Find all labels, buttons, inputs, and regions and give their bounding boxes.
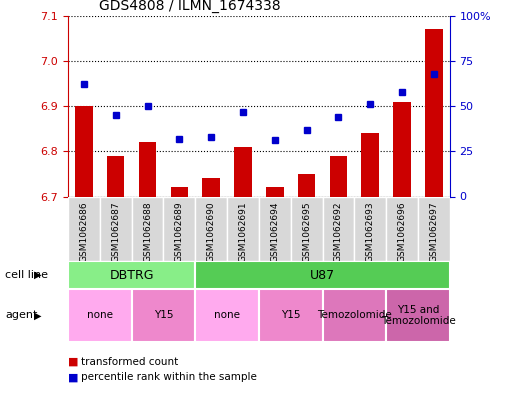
Bar bbox=[132, 196, 163, 261]
Text: GDS4808 / ILMN_1674338: GDS4808 / ILMN_1674338 bbox=[98, 0, 280, 13]
Bar bbox=[266, 187, 283, 196]
Text: Temozolomide: Temozolomide bbox=[317, 310, 392, 320]
Text: GSM1062695: GSM1062695 bbox=[302, 202, 311, 262]
Bar bbox=[195, 261, 450, 289]
Text: agent: agent bbox=[5, 310, 38, 320]
Text: GSM1062696: GSM1062696 bbox=[397, 202, 406, 262]
Text: DBTRG: DBTRG bbox=[109, 268, 154, 282]
Text: U87: U87 bbox=[310, 268, 335, 282]
Bar bbox=[323, 196, 355, 261]
Bar bbox=[329, 156, 347, 196]
Text: GSM1062694: GSM1062694 bbox=[270, 202, 279, 262]
Bar bbox=[68, 289, 132, 342]
Text: GSM1062687: GSM1062687 bbox=[111, 202, 120, 262]
Text: ■: ■ bbox=[68, 356, 78, 367]
Bar bbox=[259, 289, 323, 342]
Text: GSM1062697: GSM1062697 bbox=[429, 202, 438, 262]
Text: transformed count: transformed count bbox=[81, 356, 178, 367]
Bar bbox=[132, 289, 195, 342]
Bar bbox=[227, 196, 259, 261]
Text: GSM1062691: GSM1062691 bbox=[238, 202, 247, 262]
Text: GSM1062692: GSM1062692 bbox=[334, 202, 343, 262]
Bar bbox=[298, 174, 315, 196]
Text: ■: ■ bbox=[68, 372, 78, 382]
Bar bbox=[393, 102, 411, 196]
Bar bbox=[107, 156, 124, 196]
Text: percentile rank within the sample: percentile rank within the sample bbox=[81, 372, 257, 382]
Bar bbox=[163, 196, 195, 261]
Bar bbox=[170, 187, 188, 196]
Text: ▶: ▶ bbox=[34, 270, 41, 280]
Bar bbox=[68, 196, 100, 261]
Text: ▶: ▶ bbox=[34, 310, 41, 320]
Text: Y15: Y15 bbox=[154, 310, 173, 320]
Text: Y15: Y15 bbox=[281, 310, 300, 320]
Bar bbox=[195, 196, 227, 261]
Bar bbox=[259, 196, 291, 261]
Text: none: none bbox=[214, 310, 240, 320]
Bar bbox=[323, 289, 386, 342]
Bar bbox=[75, 106, 93, 196]
Bar bbox=[386, 289, 450, 342]
Text: GSM1062688: GSM1062688 bbox=[143, 202, 152, 262]
Text: GSM1062690: GSM1062690 bbox=[207, 202, 215, 262]
Bar bbox=[234, 147, 252, 196]
Text: none: none bbox=[87, 310, 113, 320]
Bar bbox=[361, 133, 379, 196]
Text: cell line: cell line bbox=[5, 270, 48, 280]
Bar bbox=[386, 196, 418, 261]
Bar bbox=[425, 29, 442, 196]
Bar bbox=[202, 178, 220, 196]
Text: GSM1062689: GSM1062689 bbox=[175, 202, 184, 262]
Bar bbox=[355, 196, 386, 261]
Bar bbox=[100, 196, 132, 261]
Bar bbox=[291, 196, 323, 261]
Bar bbox=[418, 196, 450, 261]
Bar bbox=[195, 289, 259, 342]
Text: GSM1062693: GSM1062693 bbox=[366, 202, 375, 262]
Text: GSM1062686: GSM1062686 bbox=[79, 202, 88, 262]
Text: Y15 and
Temozolomide: Y15 and Temozolomide bbox=[381, 305, 456, 326]
Bar bbox=[68, 261, 195, 289]
Bar bbox=[139, 142, 156, 196]
